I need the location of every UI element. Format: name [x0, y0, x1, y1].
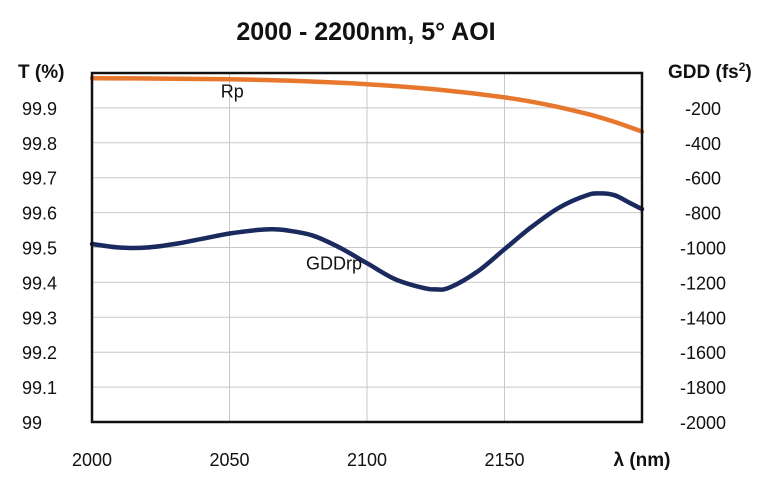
x-axis-title: λ (nm)	[614, 450, 671, 471]
y-left-tick-label: 99	[22, 413, 42, 433]
x-tick-label: 2150	[484, 450, 524, 470]
series-label-rp: Rp	[221, 81, 244, 101]
y-left-tick-label: 99.7	[22, 169, 57, 189]
grid	[91, 73, 642, 423]
y-right-tick-label: -2000	[680, 413, 726, 433]
x-tick-label: 2000	[72, 450, 112, 470]
chart-title: 2000 - 2200nm, 5° AOI	[236, 18, 495, 46]
y-axis-right-ticks: -200 -400 -600 -800 -1000 -1200 -1400 -1600 -180…	[680, 99, 726, 433]
y-left-tick-label: 99.6	[22, 204, 57, 224]
y-left-tick-label: 99.8	[22, 134, 57, 154]
y-axis-left-title: T (%)	[18, 62, 64, 83]
series-line-gddrp	[89, 191, 645, 292]
series-label-gddrp: GDDrp	[306, 253, 362, 273]
y-left-tick-label: 99.9	[22, 99, 57, 119]
y-right-tick-label: -1800	[680, 378, 726, 398]
series-line-rp	[89, 75, 645, 134]
y-left-tick-label: 99.3	[22, 308, 57, 328]
y-right-tick-label: -800	[685, 204, 721, 224]
y-right-tick-label: -400	[685, 134, 721, 154]
series-group	[89, 75, 645, 292]
y-right-tick-label: -1200	[680, 273, 726, 293]
y-left-tick-label: 99.5	[22, 239, 57, 259]
y-axis-right-title-base: GDD (fs	[668, 62, 739, 83]
y-left-tick-label: 99.4	[22, 273, 57, 293]
y-axis-right-title-end: )	[745, 62, 751, 83]
y-left-tick-label: 99.1	[22, 378, 57, 398]
series-labels: Rp GDDrp	[221, 81, 362, 273]
plot-frame	[90, 71, 644, 424]
y-right-tick-label: -1400	[680, 308, 726, 328]
y-right-tick-label: -1000	[680, 239, 726, 259]
x-axis-ticks: 2000 2050 2100 2150	[72, 450, 525, 470]
y-axis-right-title: GDD (fs2)	[668, 60, 752, 83]
y-right-tick-label: -200	[685, 99, 721, 119]
x-tick-label: 2050	[209, 450, 249, 470]
x-tick-label: 2100	[347, 450, 387, 470]
y-axis-left-ticks: 99 99.1 99.2 99.3 99.4 99.5 99.6 99.7 99.8 99.9	[22, 99, 57, 433]
y-left-tick-label: 99.2	[22, 343, 57, 363]
y-right-tick-label: -1600	[680, 343, 726, 363]
y-right-tick-label: -600	[685, 169, 721, 189]
y-axis-right-title-sup: 2	[739, 60, 746, 74]
